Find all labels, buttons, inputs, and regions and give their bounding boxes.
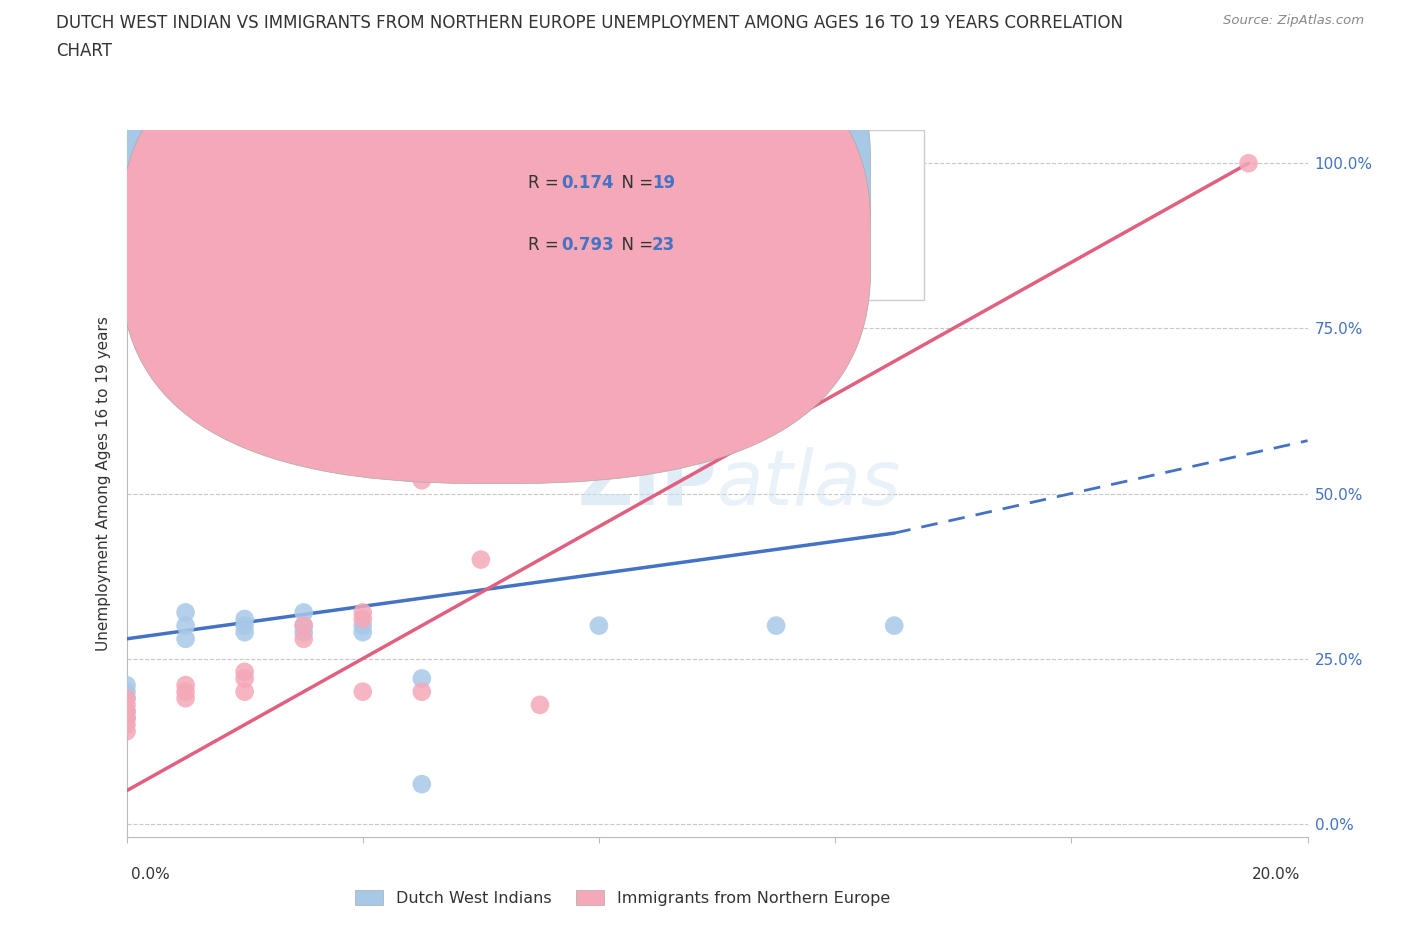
Point bbox=[352, 612, 374, 627]
Text: 20.0%: 20.0% bbox=[1253, 867, 1301, 882]
Point bbox=[233, 625, 256, 640]
Point bbox=[174, 618, 197, 633]
Point bbox=[292, 625, 315, 640]
Point bbox=[115, 704, 138, 719]
Point bbox=[352, 625, 374, 640]
Point bbox=[292, 605, 315, 620]
Text: 0.793: 0.793 bbox=[561, 235, 614, 254]
Point bbox=[883, 618, 905, 633]
Text: N =: N = bbox=[610, 174, 658, 193]
Text: atlas: atlas bbox=[717, 446, 901, 521]
Point bbox=[115, 684, 138, 699]
Text: DUTCH WEST INDIAN VS IMMIGRANTS FROM NORTHERN EUROPE UNEMPLOYMENT AMONG AGES 16 : DUTCH WEST INDIAN VS IMMIGRANTS FROM NOR… bbox=[56, 14, 1123, 32]
Point bbox=[174, 691, 197, 706]
Text: ZIP: ZIP bbox=[578, 446, 717, 521]
Y-axis label: Unemployment Among Ages 16 to 19 years: Unemployment Among Ages 16 to 19 years bbox=[96, 316, 111, 651]
Point bbox=[765, 618, 787, 633]
FancyBboxPatch shape bbox=[121, 10, 870, 484]
Point bbox=[115, 698, 138, 712]
Point bbox=[352, 618, 374, 633]
Point bbox=[411, 777, 433, 791]
Point bbox=[352, 605, 374, 620]
Point bbox=[115, 724, 138, 738]
Point bbox=[115, 678, 138, 693]
Point bbox=[115, 704, 138, 719]
Point bbox=[470, 552, 492, 567]
Text: 19: 19 bbox=[652, 174, 675, 193]
Point bbox=[115, 711, 138, 725]
Point bbox=[174, 631, 197, 646]
Point bbox=[411, 453, 433, 468]
Point bbox=[174, 678, 197, 693]
Text: CHART: CHART bbox=[56, 42, 112, 60]
Point bbox=[1237, 156, 1260, 171]
Point bbox=[174, 684, 197, 699]
FancyBboxPatch shape bbox=[121, 0, 870, 420]
Point bbox=[115, 691, 138, 706]
Point bbox=[233, 671, 256, 686]
Point bbox=[588, 618, 610, 633]
Point bbox=[233, 176, 256, 191]
Point bbox=[115, 717, 138, 732]
Point bbox=[352, 684, 374, 699]
Point bbox=[115, 711, 138, 725]
Text: Source: ZipAtlas.com: Source: ZipAtlas.com bbox=[1223, 14, 1364, 27]
Text: N =: N = bbox=[610, 235, 658, 254]
Point bbox=[529, 698, 551, 712]
Point bbox=[115, 691, 138, 706]
Point bbox=[174, 605, 197, 620]
Text: R =: R = bbox=[529, 235, 564, 254]
Text: 0.0%: 0.0% bbox=[131, 867, 170, 882]
Point bbox=[411, 671, 433, 686]
Text: 23: 23 bbox=[652, 235, 675, 254]
Text: 0.174: 0.174 bbox=[561, 174, 614, 193]
Legend: Dutch West Indians, Immigrants from Northern Europe: Dutch West Indians, Immigrants from Nort… bbox=[347, 882, 898, 914]
Point bbox=[233, 684, 256, 699]
Point bbox=[411, 472, 433, 487]
FancyBboxPatch shape bbox=[451, 130, 924, 299]
Point bbox=[233, 618, 256, 633]
Point bbox=[292, 631, 315, 646]
Point bbox=[411, 684, 433, 699]
Point bbox=[233, 612, 256, 627]
Text: R =: R = bbox=[529, 174, 564, 193]
Point bbox=[292, 618, 315, 633]
Point bbox=[411, 453, 433, 468]
Point bbox=[233, 664, 256, 679]
Point bbox=[292, 618, 315, 633]
